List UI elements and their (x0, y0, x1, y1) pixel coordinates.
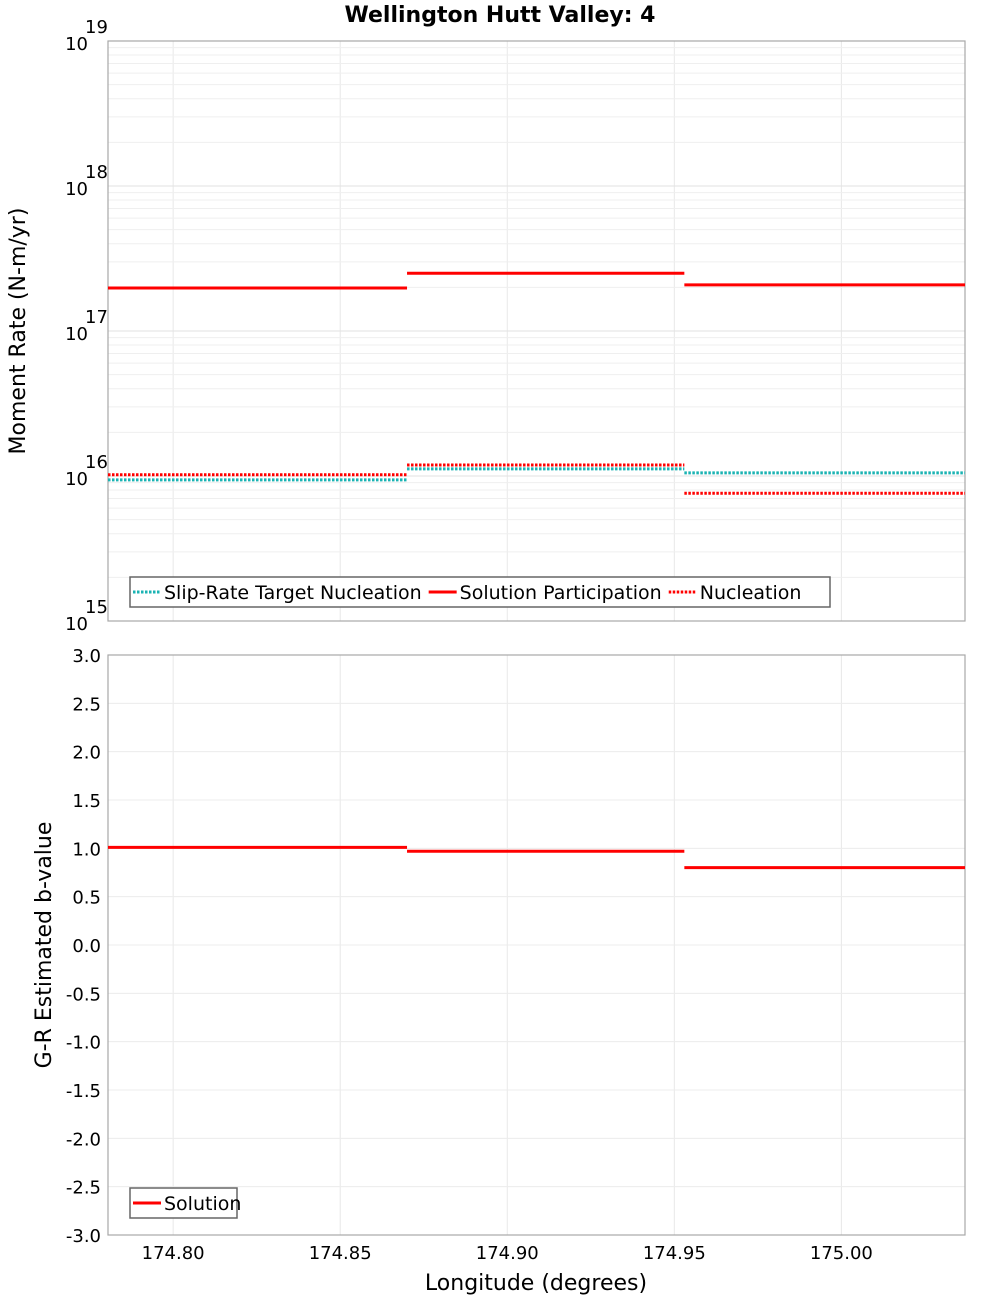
legend: Solution (129, 1187, 241, 1219)
y-axis-ticks: 3.0 2.5 2.0 1.5 1.0 0.5 0.0 -0.5 -1.0 -1.5 -2.0 -2.… (66, 646, 101, 1247)
y-tick-label: 0.0 (72, 936, 101, 957)
y-tick-label: 2.5 (72, 694, 101, 715)
legend-item: Slip-Rate Target Nucleation (133, 582, 422, 604)
legend-item: Nucleation (668, 582, 802, 604)
grid (108, 41, 965, 622)
legend-item: Solution Participation (428, 582, 662, 604)
y-tick-exponent: 17 (85, 307, 108, 328)
series (108, 271, 965, 495)
y-tick-label: -1.0 (66, 1033, 101, 1054)
x-tick-label: 174.95 (643, 1243, 706, 1264)
legend-label: Nucleation (700, 582, 802, 604)
y-tick-exponent: 16 (85, 452, 108, 473)
legend-label: Slip-Rate Target Nucleation (164, 582, 422, 604)
x-tick-label: 174.80 (142, 1243, 205, 1264)
y-tick-label: 10 (65, 34, 88, 55)
chart-title: Wellington Hutt Valley: 4 (345, 3, 656, 28)
legend-label: Solution Participation (460, 582, 662, 604)
y-tick-label: 1.5 (72, 791, 101, 812)
x-axis-ticks: 174.80 174.85 174.90 174.95 175.00 (142, 1243, 873, 1264)
series (108, 845, 965, 870)
y-tick-label: -0.5 (66, 984, 101, 1005)
y-tick-label: -3.0 (66, 1226, 101, 1247)
y-tick-exponent: 18 (85, 162, 108, 183)
y-axis-label: G-R Estimated b-value (32, 822, 57, 1069)
y-tick-label: 10 (65, 324, 88, 345)
legend-label: Solution (164, 1193, 241, 1215)
y-tick-label: -1.5 (66, 1081, 101, 1102)
y-axis-label: Moment Rate (N-m/yr) (6, 208, 31, 455)
y-tick-label: 2.0 (72, 743, 101, 764)
x-axis-label: Longitude (degrees) (425, 1271, 647, 1296)
legend: Slip-Rate Target Nucleation Solution Part… (129, 576, 831, 608)
x-tick-label: 174.85 (309, 1243, 372, 1264)
x-tick-label: 174.90 (476, 1243, 539, 1264)
grid (108, 654, 965, 1236)
y-tick-label: 1.0 (72, 839, 101, 860)
b-value-plot: 3.0 2.5 2.0 1.5 1.0 0.5 0.0 -0.5 -1.0 -1.5 -2.0 -2.… (32, 646, 966, 1296)
y-tick-label: 10 (65, 469, 88, 490)
y-tick-label: 10 (65, 614, 88, 635)
plot-frame (107, 654, 966, 1236)
y-tick-label: 3.0 (72, 646, 101, 667)
y-tick-label: 10 (65, 179, 88, 200)
y-tick-label: -2.5 (66, 1178, 101, 1199)
y-tick-exponent: 19 (85, 17, 108, 38)
y-tick-exponent: 15 (85, 597, 108, 618)
y-tick-label: -2.0 (66, 1129, 101, 1150)
y-tick-label: 0.5 (72, 888, 101, 909)
legend-item: Solution (133, 1193, 241, 1215)
plot-frame (107, 40, 966, 622)
x-tick-label: 175.00 (810, 1243, 873, 1264)
